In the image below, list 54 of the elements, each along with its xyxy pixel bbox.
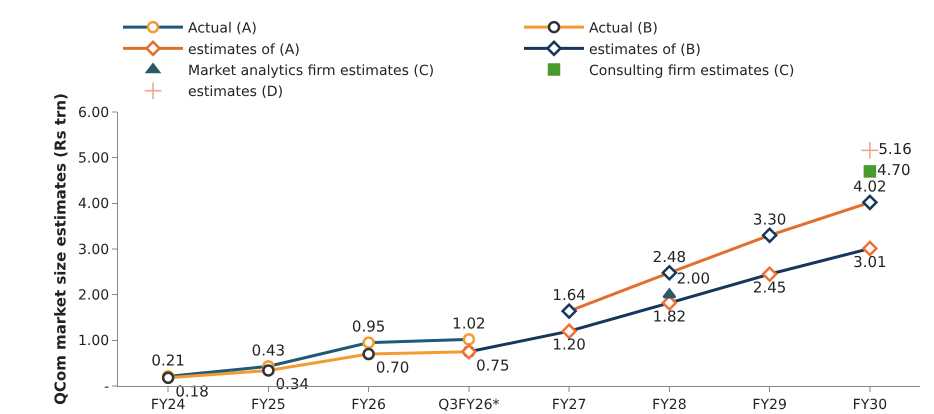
- data-label: 0.43: [252, 341, 286, 360]
- point: [862, 194, 878, 210]
- legend-label: Market analytics firm estimates (C): [188, 62, 434, 79]
- data-label: 4.02: [853, 177, 887, 196]
- data-label: 0.75: [476, 356, 510, 374]
- y-tick-label: 5.00: [78, 150, 110, 167]
- data-label: 1.82: [652, 307, 686, 326]
- point: [662, 288, 676, 298]
- point: [864, 165, 876, 178]
- x-tick-label: FY26: [351, 396, 386, 413]
- x-tick-label: FY25: [251, 396, 286, 413]
- data-label: 5.16: [878, 140, 912, 158]
- data-label: 2.00: [676, 270, 710, 288]
- point: [362, 348, 375, 360]
- legend-label: estimates of (B): [589, 42, 701, 58]
- data-label: 1.64: [552, 286, 586, 304]
- legend-label: Actual (A): [188, 20, 257, 37]
- x-tick-label: FY24: [150, 396, 186, 413]
- point: [862, 240, 878, 256]
- data-label: 0.21: [151, 351, 185, 370]
- data-label: 2.45: [752, 278, 786, 297]
- x-tick-label: FY27: [552, 396, 586, 413]
- y-tick-label: 4.00: [78, 196, 110, 212]
- x-tick-label: FY28: [652, 396, 687, 413]
- point: [362, 336, 375, 349]
- data-label: 3.30: [752, 210, 786, 228]
- point: [762, 228, 778, 244]
- point: [860, 141, 880, 160]
- x-tick-label: FY30: [852, 396, 888, 413]
- legend-label: Actual (B): [589, 20, 658, 37]
- point: [262, 364, 275, 377]
- x-tick-label: FY29: [752, 396, 787, 413]
- data-label: 1.02: [452, 314, 486, 332]
- legend-label: estimates (D): [188, 84, 284, 100]
- point: [662, 265, 678, 280]
- data-label: 0.70: [376, 358, 410, 377]
- point: [762, 266, 778, 282]
- point: [462, 333, 476, 346]
- y-tick-label: 3.00: [78, 242, 110, 258]
- point: [561, 323, 577, 339]
- y-tick-label: -: [104, 378, 110, 395]
- data-label: 0.95: [352, 318, 386, 336]
- y-axis-title: QCom market size estimates (Rs trn): [51, 93, 70, 405]
- data-label: 3.01: [853, 253, 887, 272]
- data-label: 4.70: [877, 161, 911, 180]
- point: [561, 303, 577, 319]
- x-tick-label: Q3FY26*: [438, 396, 500, 413]
- y-tick-label: 6.00: [78, 104, 110, 121]
- y-tick-label: 2.00: [78, 288, 110, 304]
- data-label: 1.20: [552, 336, 586, 354]
- legend-label: Consulting firm estimates (C): [589, 62, 794, 79]
- y-tick-label: 1.00: [78, 333, 110, 350]
- legend-label: estimates of (A): [188, 42, 300, 58]
- data-label: 2.48: [652, 248, 686, 266]
